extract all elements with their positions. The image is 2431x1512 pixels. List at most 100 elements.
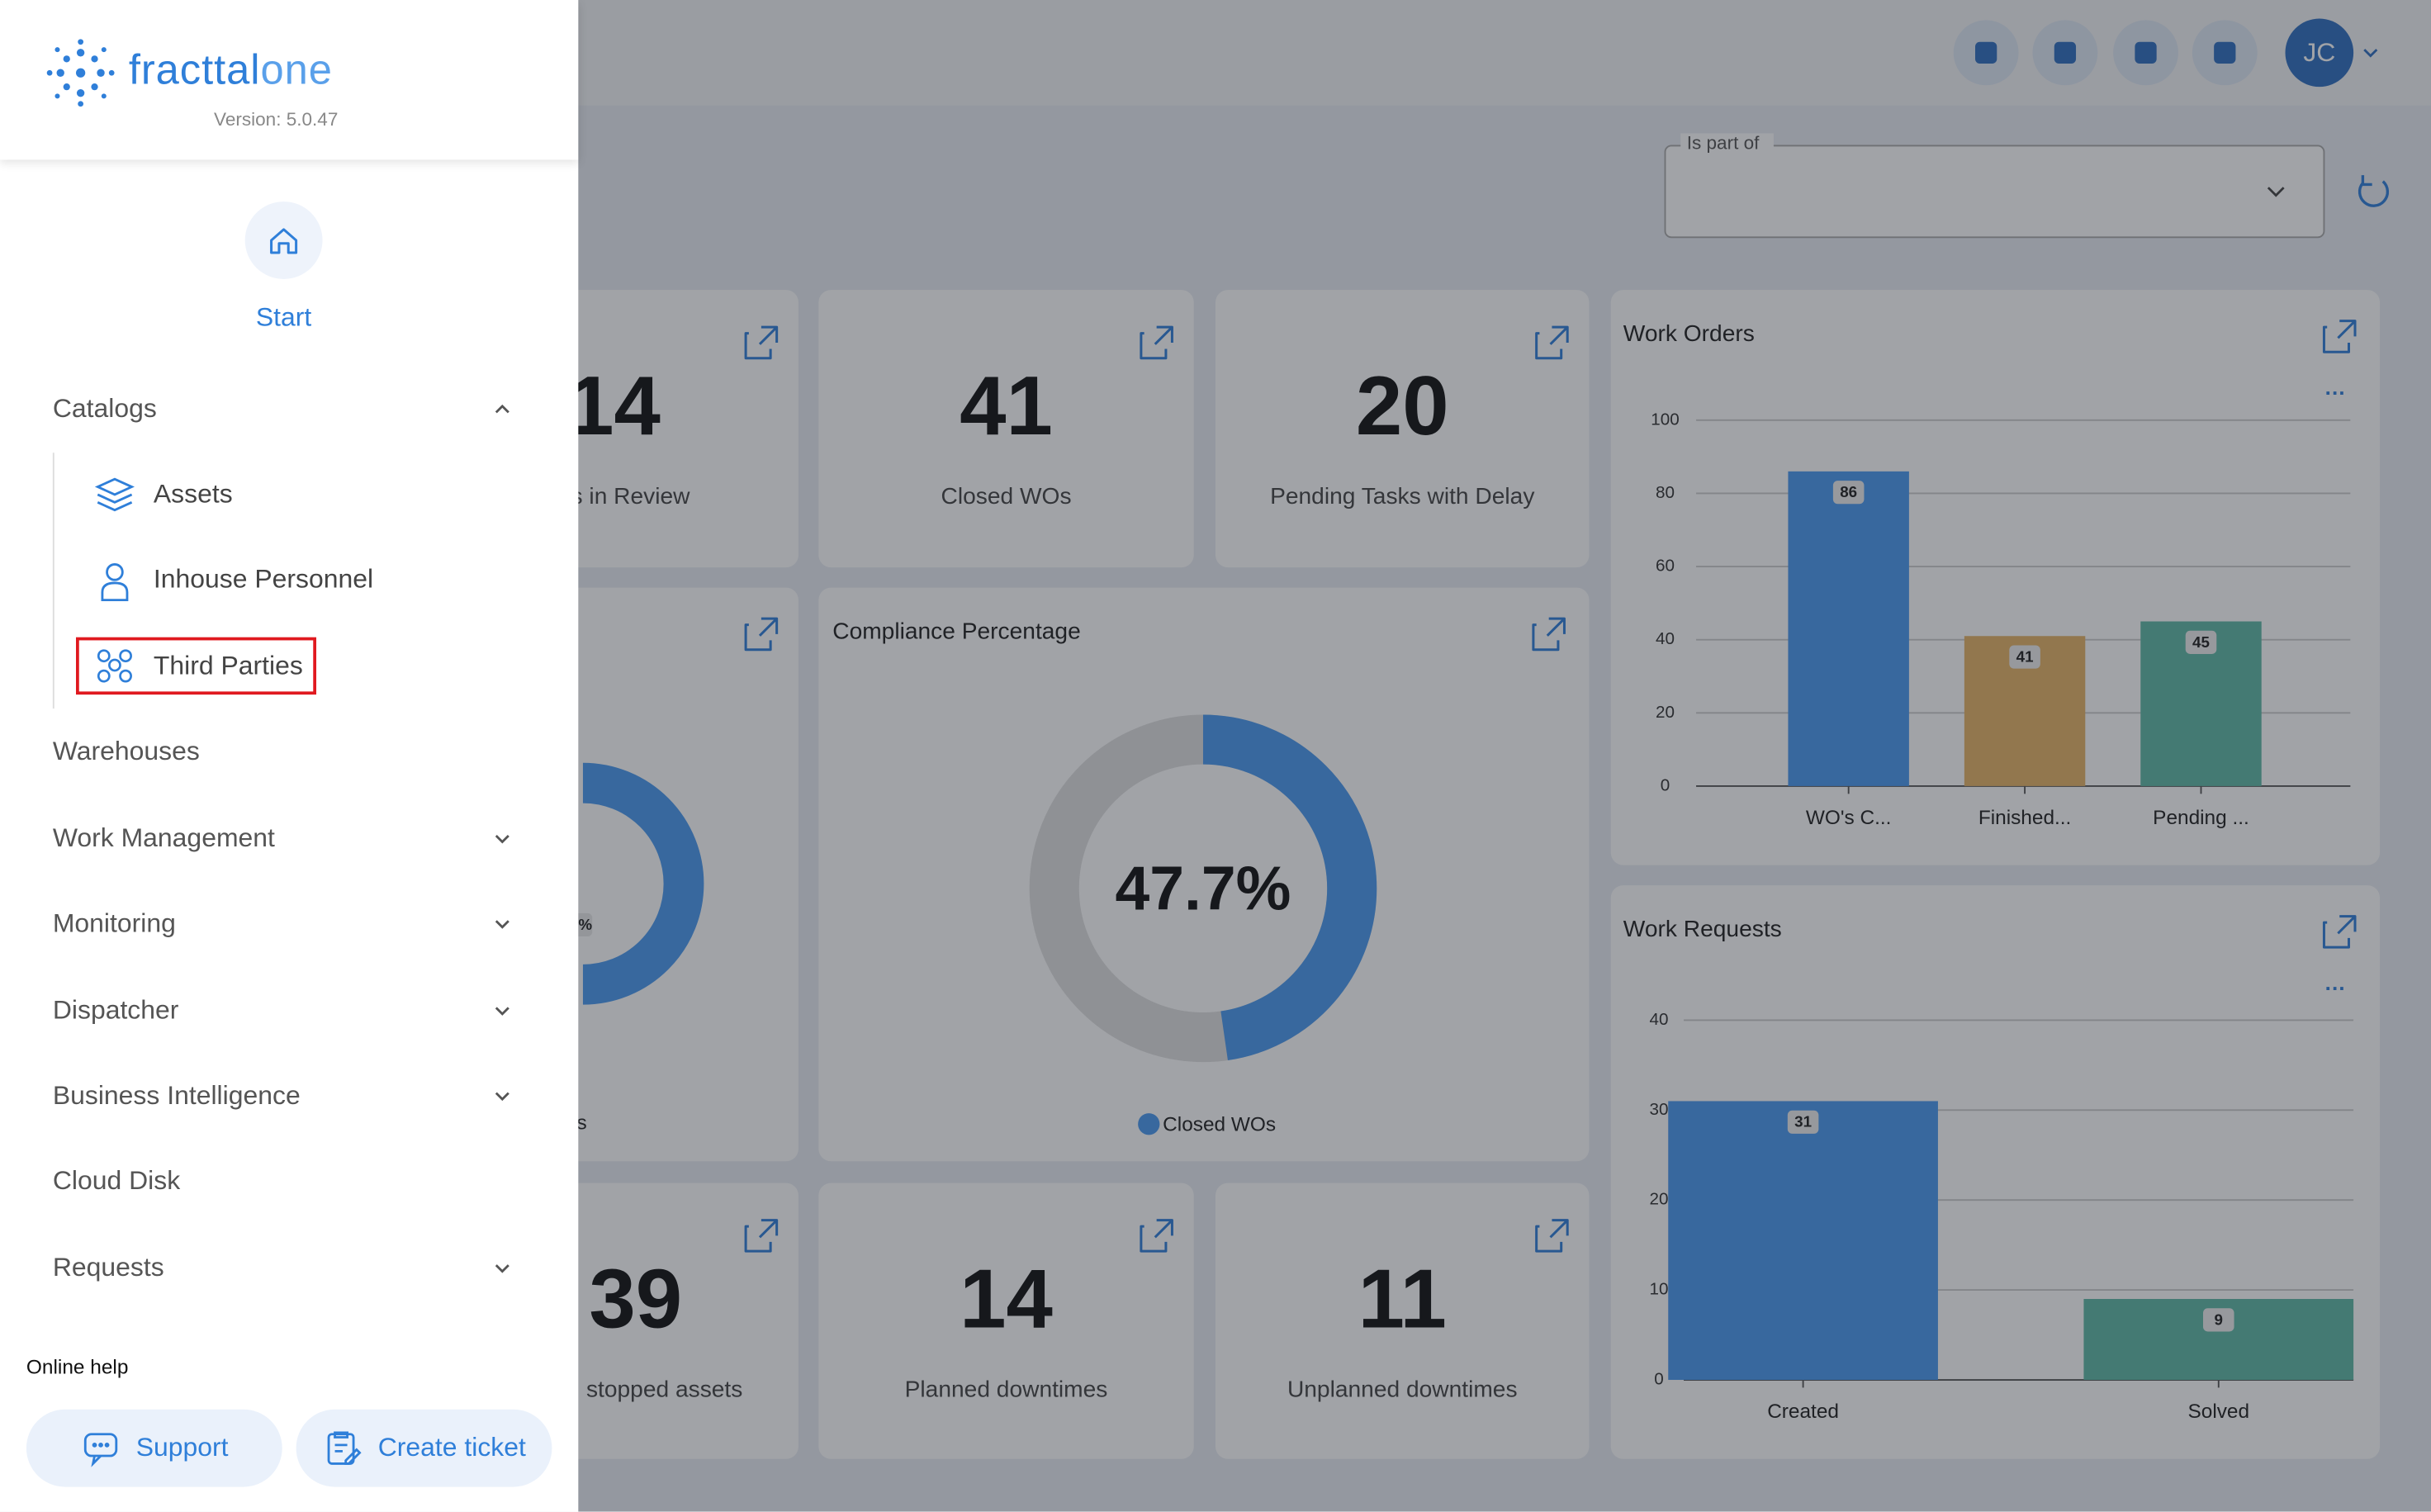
icon-glyph — [2054, 41, 2077, 64]
card — [511, 1183, 798, 1459]
topbar-icon[interactable] — [2113, 20, 2178, 86]
y-tick-label: 0 — [1661, 775, 1670, 794]
kpi-value: 14 — [960, 1253, 1053, 1346]
topbar-icon[interactable] — [2032, 20, 2098, 86]
kpi-value: 39 — [589, 1253, 682, 1346]
icon-glyph — [2214, 41, 2236, 64]
y-tick-label: 20 — [1656, 703, 1675, 722]
value-label: 41 — [2016, 647, 2034, 665]
filter-chevron — [2267, 187, 2285, 197]
card — [818, 290, 1194, 568]
start-label[interactable]: Start — [255, 302, 312, 332]
value-label-bg — [2009, 645, 2040, 669]
avatar-chevron — [2363, 49, 2378, 58]
version: Version: 5.0.47 — [214, 108, 339, 130]
open-link-icon[interactable] — [744, 1219, 779, 1253]
submenu-item[interactable]: Third Parties — [153, 651, 303, 681]
assets-icon — [94, 477, 135, 512]
refresh-icon[interactable] — [2358, 175, 2390, 207]
open-link-icon[interactable] — [1140, 325, 1173, 360]
value-label: 31 — [1794, 1113, 1812, 1130]
create-ticket-button[interactable]: Create ticket — [296, 1409, 552, 1487]
legend-label: Closed WOs — [1163, 1114, 1276, 1136]
open-link-icon[interactable] — [2322, 915, 2357, 949]
y-tick-label: 40 — [1649, 1010, 1668, 1029]
donut-arc — [1029, 714, 1377, 1063]
sidebar: fracttalone Version: 5.0.47 Start Catalo… — [0, 0, 579, 1512]
logo-text: fracttalone — [129, 46, 333, 94]
menu-item[interactable]: Work Management — [52, 822, 275, 853]
filter-label: Is part of — [1687, 133, 1760, 154]
topbar-icon[interactable] — [2192, 20, 2258, 86]
partial-fragment: % — [578, 916, 592, 933]
avatar[interactable] — [2285, 18, 2354, 88]
kpi-value: 11 — [1358, 1253, 1447, 1346]
card — [511, 290, 798, 568]
icon-glyph — [1974, 41, 1997, 64]
filter-box[interactable] — [1664, 145, 2325, 239]
menu-item[interactable]: Dispatcher — [52, 995, 179, 1026]
value-label: 9 — [2215, 1311, 2223, 1328]
open-link-icon[interactable] — [1532, 617, 1566, 652]
open-link-icon[interactable] — [1140, 1219, 1173, 1253]
x-tick-label: Solved — [2187, 1401, 2249, 1423]
kpi-value: 14 — [567, 359, 661, 453]
topbar-icon[interactable] — [1953, 20, 2019, 86]
kpi-label: Pending Tasks with Delay — [1270, 483, 1535, 509]
submenu-item[interactable]: Inhouse Personnel — [153, 564, 374, 595]
y-tick-label: 20 — [1649, 1190, 1668, 1209]
online-help: Online help — [26, 1354, 129, 1379]
support-label: Support — [135, 1432, 229, 1462]
open-link-icon[interactable] — [1535, 325, 1569, 360]
menu-item[interactable]: Requests — [52, 1253, 164, 1282]
card — [1215, 290, 1590, 568]
chevron-down — [495, 835, 509, 844]
bar — [1788, 471, 1909, 786]
value-label: 45 — [2192, 633, 2210, 651]
menu-item[interactable]: Business Intelligence — [52, 1080, 301, 1111]
y-tick-label: 10 — [1649, 1280, 1668, 1299]
donut-label: 47.7% — [1116, 853, 1291, 922]
logo-name: fracttal — [128, 46, 261, 93]
open-link-icon[interactable] — [1535, 1219, 1569, 1253]
card — [511, 587, 798, 1162]
kpi-value: 41 — [960, 359, 1053, 453]
chevron-down — [495, 1264, 509, 1273]
submenu-item[interactable]: Assets — [153, 479, 233, 509]
menu-item[interactable]: Monitoring — [52, 908, 176, 938]
chart-menu: … — [2324, 970, 2345, 995]
menu-item[interactable]: Warehouses — [52, 736, 200, 766]
chart-menu: … — [2324, 375, 2345, 400]
x-tick-label: Created — [1767, 1401, 1839, 1423]
value-label-bg — [2185, 630, 2217, 654]
icon-glyph — [2135, 41, 2157, 64]
kpi-label: stopped assets — [586, 1377, 742, 1402]
menu-item[interactable]: Cloud Disk — [52, 1165, 181, 1196]
chart-title: Work Requests — [1623, 916, 1782, 941]
support-button[interactable]: Support — [26, 1409, 282, 1487]
start-button[interactable] — [244, 201, 323, 279]
card — [818, 1183, 1194, 1459]
chevron-up — [495, 404, 509, 414]
open-link-icon[interactable] — [744, 617, 779, 652]
group-icon — [97, 649, 132, 683]
y-tick-label: 60 — [1656, 557, 1675, 576]
chevron-down — [495, 1007, 509, 1016]
open-link-icon[interactable] — [744, 325, 779, 360]
chevron-down — [495, 1092, 509, 1102]
tree-line — [52, 453, 54, 709]
legend-swatch — [1138, 1113, 1160, 1135]
y-tick-label: 100 — [1651, 410, 1679, 429]
kpi-label: Closed WOs — [941, 483, 1072, 509]
menu-item[interactable]: Catalogs — [52, 393, 157, 424]
kpi-value: 20 — [1356, 359, 1449, 453]
partial-donut — [582, 762, 704, 1005]
chevron-down — [495, 920, 509, 929]
x-tick-label: Pending ... — [2153, 807, 2249, 829]
chart-title: Compliance Percentage — [832, 618, 1081, 643]
value-label: 86 — [1840, 483, 1857, 500]
open-link-icon[interactable] — [2322, 320, 2357, 353]
x-tick-label: Finished... — [1978, 807, 2072, 829]
